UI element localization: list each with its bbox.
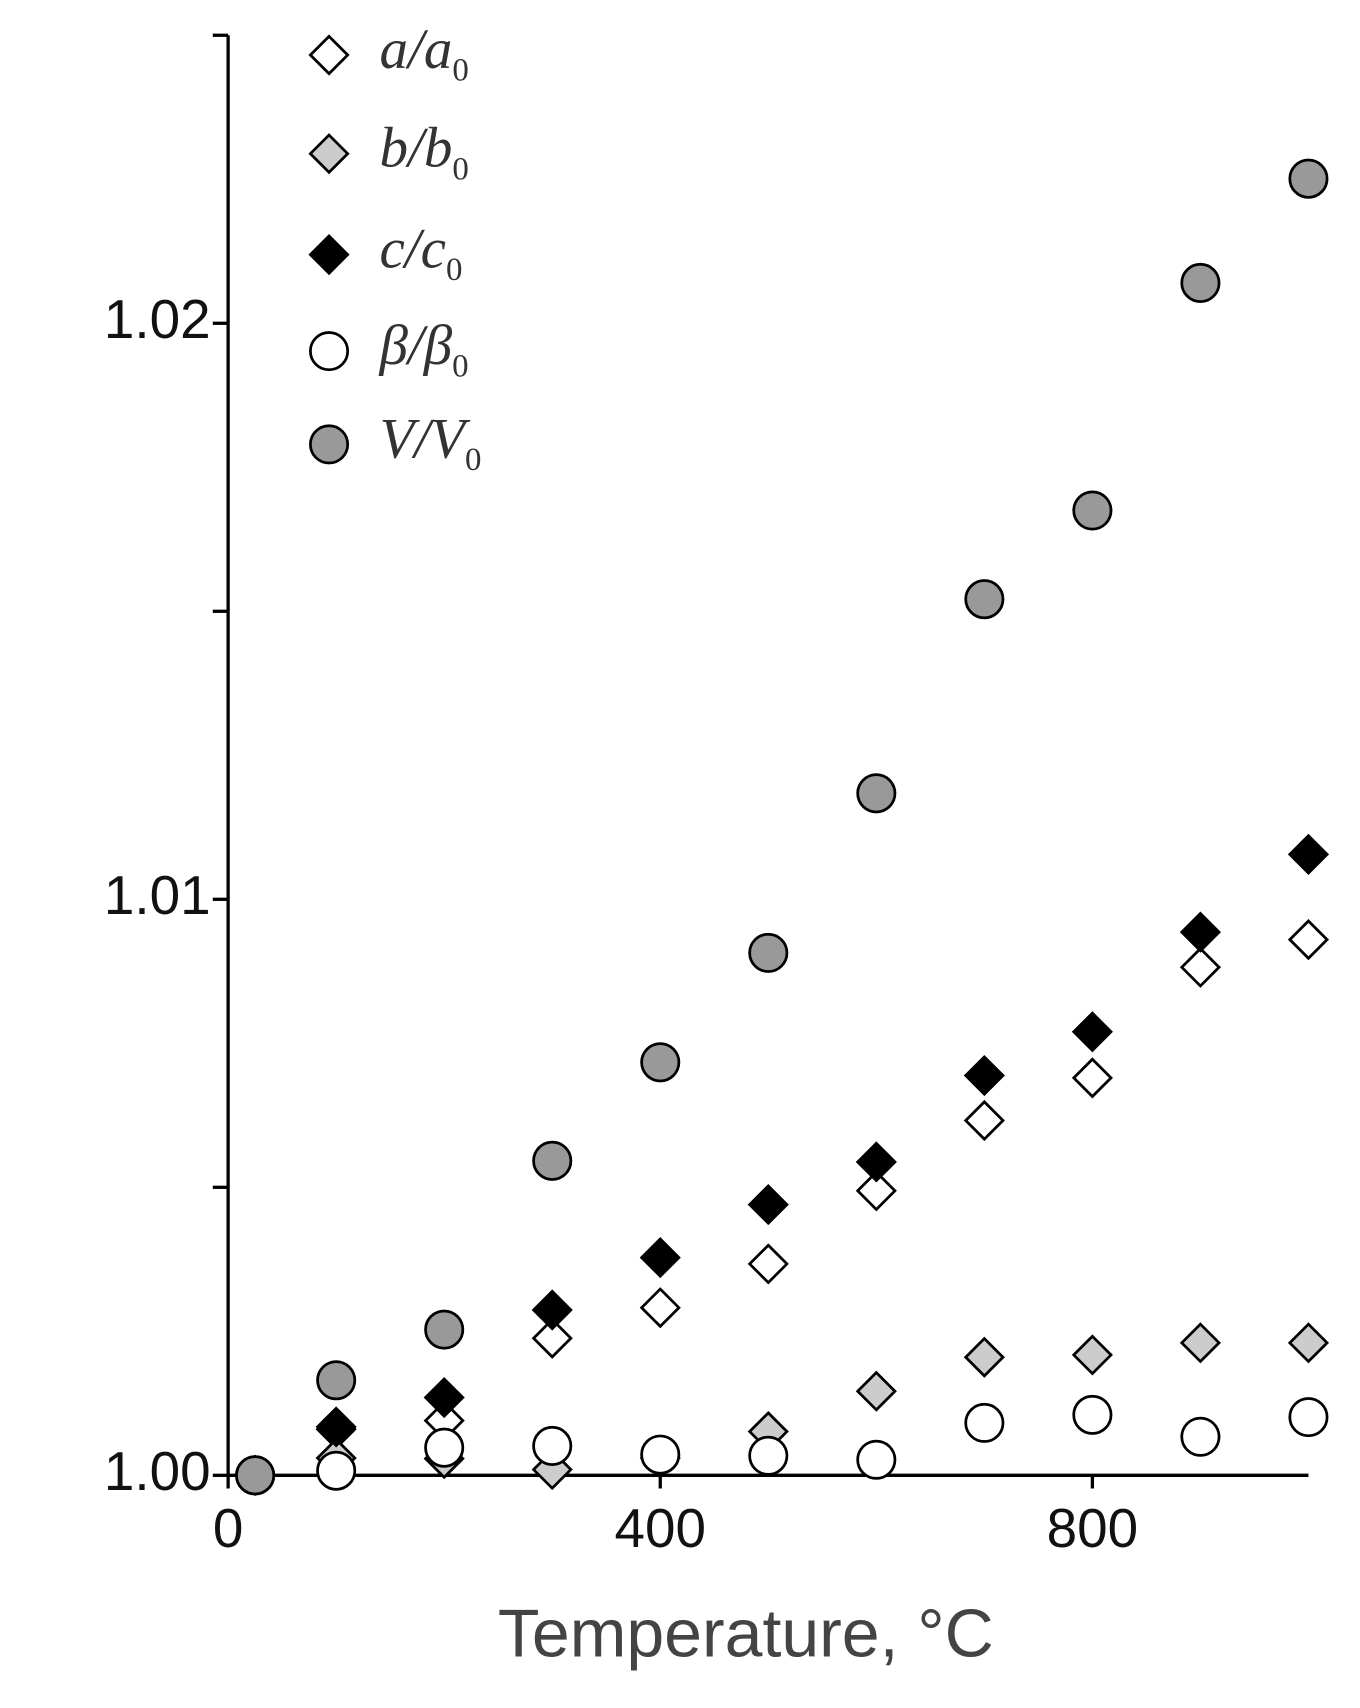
x-axis-title: Temperature, °C	[498, 1595, 994, 1671]
x-tick-label: 400	[615, 1497, 706, 1559]
legend-label: β/β0	[378, 314, 468, 384]
diamond-marker	[1287, 1322, 1330, 1364]
circle-marker	[316, 1360, 357, 1401]
circle-marker	[640, 1042, 681, 1083]
diamond-marker	[1179, 946, 1222, 988]
legend-label: a/a0	[379, 18, 468, 88]
x-tick-label: 800	[1047, 1497, 1138, 1559]
circle-marker	[1288, 1397, 1329, 1438]
diamond-marker	[747, 1184, 789, 1226]
circle-marker	[1180, 1416, 1221, 1457]
legend-marker	[308, 234, 350, 276]
circle-marker	[856, 1439, 897, 1480]
diamond-marker	[1179, 1322, 1222, 1364]
legend-marker	[309, 331, 350, 372]
circle-marker	[532, 1140, 573, 1181]
diamond-marker	[855, 1141, 897, 1183]
circle-marker	[235, 1455, 276, 1496]
diamond-marker	[531, 1317, 573, 1359]
circle-marker	[424, 1427, 465, 1468]
diamond-marker	[639, 1237, 681, 1279]
circle-marker	[1072, 490, 1113, 531]
diamond-marker	[423, 1376, 465, 1419]
circle-marker	[1288, 158, 1329, 199]
diamond-marker	[855, 1370, 897, 1412]
circle-marker	[532, 1425, 573, 1466]
circle-marker	[424, 1309, 465, 1350]
diamond-marker	[1287, 919, 1330, 961]
diamond-marker	[855, 1170, 897, 1212]
circle-marker	[748, 1435, 789, 1476]
diamond-marker	[1071, 1011, 1113, 1053]
y-tick-label: 1.02	[104, 288, 211, 350]
legend-label: b/b0	[379, 117, 468, 187]
circle-marker	[1180, 262, 1221, 303]
legend-marker	[309, 424, 350, 465]
diamond-marker	[639, 1287, 681, 1329]
diamond-marker	[963, 1336, 1005, 1378]
diamond-marker	[1071, 1057, 1113, 1099]
circle-marker	[964, 579, 1005, 620]
diamond-marker	[1179, 911, 1222, 953]
diamond-marker	[1287, 833, 1330, 875]
circle-marker	[748, 932, 789, 973]
legend-marker	[308, 133, 350, 175]
legend-marker	[308, 34, 350, 76]
diamond-marker	[315, 1406, 357, 1448]
diamond-marker	[531, 1289, 573, 1331]
circle-marker	[856, 773, 897, 814]
y-tick-label: 1.01	[104, 864, 211, 926]
circle-marker	[964, 1402, 1005, 1443]
diamond-marker	[1071, 1334, 1113, 1376]
diamond-marker	[963, 1099, 1005, 1142]
y-tick-label: 1.00	[104, 1440, 211, 1502]
circle-marker	[316, 1450, 357, 1491]
legend-label: V/V0	[379, 407, 481, 477]
x-tick-label: 0	[213, 1497, 244, 1559]
circle-marker	[640, 1434, 681, 1475]
diamond-marker	[963, 1054, 1005, 1097]
legend-label: c/c0	[379, 218, 462, 288]
diamond-marker	[747, 1243, 789, 1285]
circle-marker	[1072, 1394, 1113, 1435]
